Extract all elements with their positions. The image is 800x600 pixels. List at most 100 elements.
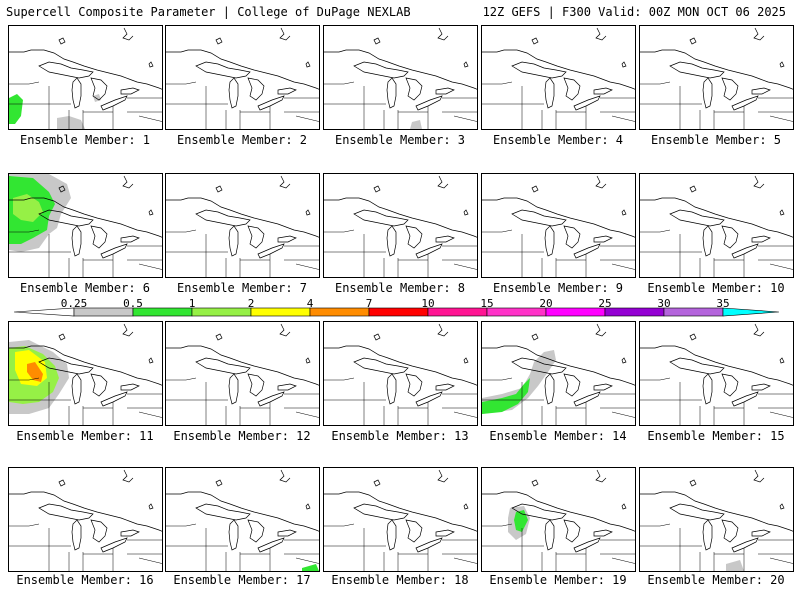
great-lakes-basemap: [166, 469, 319, 571]
map-canvas: [166, 175, 319, 277]
legend-tick-label: 10: [421, 297, 435, 310]
great-lakes-basemap: [9, 469, 162, 571]
scp-shading: [13, 194, 43, 222]
scp-shading: [93, 94, 101, 102]
panel-caption: Ensemble Member: 1: [19, 133, 151, 147]
legend-tick-label: 0.5: [123, 297, 143, 310]
map-canvas: [324, 469, 477, 571]
panel-caption: Ensemble Member: 5: [650, 133, 782, 147]
legend-tick-label: 15: [480, 297, 494, 310]
map-canvas: [9, 469, 162, 571]
panel-caption: Ensemble Member: 11: [16, 429, 154, 443]
panel-caption: Ensemble Member: 3: [334, 133, 466, 147]
panel-caption: Ensemble Member: 9: [492, 281, 624, 295]
great-lakes-basemap: [640, 469, 793, 571]
map-canvas: [324, 323, 477, 425]
map-canvas: [166, 323, 319, 425]
legend-swatch: [191, 307, 252, 317]
map-title: Supercell Composite Parameter | College …: [6, 5, 411, 19]
ensemble-member-map-11: [8, 321, 163, 426]
great-lakes-basemap: [324, 175, 477, 277]
great-lakes-basemap: [166, 323, 319, 425]
great-lakes-basemap: [640, 323, 793, 425]
scp-shading: [514, 510, 528, 532]
map-canvas: [9, 27, 162, 129]
ensemble-member-map-19: [481, 467, 636, 572]
great-lakes-basemap: [324, 323, 477, 425]
great-lakes-basemap: [482, 469, 635, 571]
legend-swatch: [427, 307, 488, 317]
ensemble-member-map-6: [8, 173, 163, 278]
legend-swatch: [309, 307, 370, 317]
scp-shading: [27, 362, 43, 382]
ensemble-member-map-10: [639, 173, 794, 278]
ensemble-member-map-1: [8, 25, 163, 130]
great-lakes-basemap: [640, 175, 793, 277]
panel-caption: Ensemble Member: 13: [331, 429, 469, 443]
ensemble-member-map-17: [165, 467, 320, 572]
map-canvas: [166, 469, 319, 571]
legend-tick-label: 1: [188, 297, 196, 310]
legend-swatch: [250, 307, 311, 317]
legend-swatch: [663, 307, 724, 317]
scp-shading: [726, 560, 744, 571]
ensemble-member-map-16: [8, 467, 163, 572]
map-canvas: [482, 175, 635, 277]
panel-caption: Ensemble Member: 15: [647, 429, 785, 443]
panel-caption: Ensemble Member: 14: [489, 429, 627, 443]
map-canvas: [640, 469, 793, 571]
great-lakes-basemap: [166, 175, 319, 277]
map-canvas: [9, 174, 162, 277]
scp-shading: [302, 564, 319, 571]
panel-caption: Ensemble Member: 7: [176, 281, 308, 295]
map-canvas: [640, 27, 793, 129]
map-canvas: [324, 27, 477, 129]
ensemble-member-map-13: [323, 321, 478, 426]
model-run-info: 12Z GEFS | F300 Valid: 00Z MON OCT 06 20…: [482, 5, 786, 19]
legend-swatch: [486, 307, 547, 317]
scp-shading: [57, 116, 85, 129]
panel-caption: Ensemble Member: 17: [173, 573, 311, 587]
map-canvas: [640, 175, 793, 277]
ensemble-member-map-5: [639, 25, 794, 130]
great-lakes-basemap: [482, 175, 635, 277]
panel-caption: Ensemble Member: 12: [173, 429, 311, 443]
great-lakes-basemap: [166, 27, 319, 129]
legend-tick-label: 35: [716, 297, 730, 310]
ensemble-member-map-8: [323, 173, 478, 278]
panel-caption: Ensemble Member: 18: [331, 573, 469, 587]
ensemble-member-map-3: [323, 25, 478, 130]
legend-tick-label: 30: [657, 297, 671, 310]
legend-swatch: [368, 307, 429, 317]
ensemble-member-map-7: [165, 173, 320, 278]
panel-caption: Ensemble Member: 2: [176, 133, 308, 147]
scp-shading: [9, 94, 23, 124]
great-lakes-basemap: [9, 27, 162, 129]
legend-tick-label: 25: [598, 297, 612, 310]
panel-caption: Ensemble Member: 19: [489, 573, 627, 587]
panel-caption: Ensemble Member: 10: [647, 281, 785, 295]
ensemble-member-map-9: [481, 173, 636, 278]
ensemble-member-map-4: [481, 25, 636, 130]
legend-arrow-high: [722, 307, 780, 317]
great-lakes-basemap: [640, 27, 793, 129]
map-canvas: [9, 323, 162, 425]
great-lakes-basemap: [482, 27, 635, 129]
legend-swatch: [604, 307, 665, 317]
ensemble-member-map-2: [165, 25, 320, 130]
map-canvas: [640, 323, 793, 425]
scp-shading: [482, 350, 556, 414]
legend-swatch: [545, 307, 606, 317]
panel-caption: Ensemble Member: 4: [492, 133, 624, 147]
legend-tick-label: 7: [365, 297, 373, 310]
map-canvas: [324, 175, 477, 277]
ensemble-member-map-14: [481, 321, 636, 426]
scp-shading: [482, 378, 530, 414]
map-canvas: [482, 323, 635, 425]
panel-caption: Ensemble Member: 8: [334, 281, 466, 295]
legend-tick-label: 2: [247, 297, 255, 310]
map-canvas: [482, 469, 635, 571]
great-lakes-basemap: [324, 469, 477, 571]
ensemble-member-map-15: [639, 321, 794, 426]
ensemble-member-map-18: [323, 467, 478, 572]
